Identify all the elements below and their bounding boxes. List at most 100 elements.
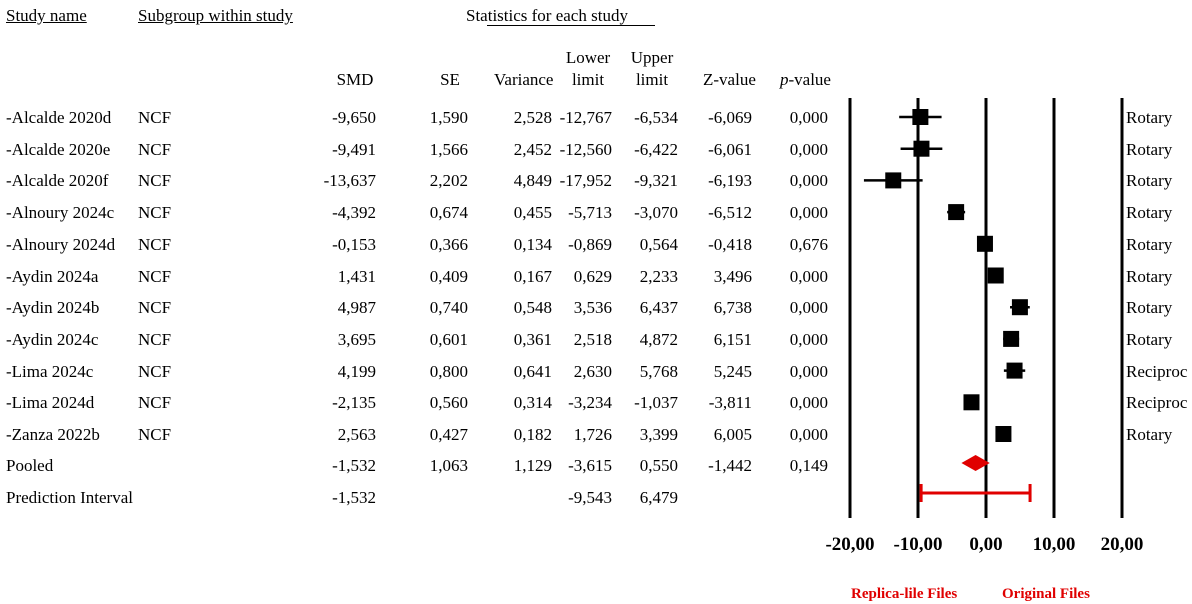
row-9-p: 0,000 [789, 361, 828, 381]
pvalue-header-p: p [780, 70, 789, 89]
statistics-underline [487, 25, 655, 26]
row-9-name: -Lima 2024c [6, 361, 94, 381]
row-5-group: Rotary [1126, 234, 1173, 254]
prediction-upper: 6,479 [639, 488, 678, 507]
row-2-z: -6,061 [708, 139, 752, 159]
row-11-name: -Zanza 2022b [6, 425, 100, 444]
row-9-variance: 0,641 [513, 361, 552, 381]
row-3-upper: -9,321 [634, 171, 678, 191]
effect-marker-4 [948, 204, 965, 221]
row-9-subgroup: NCF [138, 361, 172, 381]
row-10-z: -3,811 [708, 393, 752, 413]
pooled-p: 0,149 [789, 456, 828, 475]
row-4-se: 0,674 [429, 203, 468, 223]
row-8-smd: 3,695 [337, 329, 376, 349]
footer-right-label: Original Files [1002, 586, 1090, 602]
row-8-group: Rotary [1126, 329, 1173, 349]
pvalue-header: p-value [780, 70, 831, 90]
pvalue-header-suffix: -value [788, 70, 831, 89]
row-6-lower: 0,629 [573, 266, 612, 286]
effect-marker-2 [913, 140, 930, 157]
row-5-z: -0,418 [708, 234, 752, 254]
pooled-smd: -1,532 [332, 456, 376, 475]
effect-marker-10 [963, 394, 980, 411]
row-5-upper: 0,564 [639, 234, 678, 254]
row-3-se: 2,202 [429, 171, 468, 191]
row-7-subgroup: NCF [138, 298, 172, 318]
row-2-subgroup: NCF [138, 139, 172, 159]
row-11-smd: 2,563 [337, 425, 376, 444]
row-6-subgroup: NCF [138, 266, 172, 286]
row-10-smd: -2,135 [332, 393, 376, 413]
row-1-subgroup: NCF [138, 108, 172, 127]
row-10-name: -Lima 2024d [6, 393, 95, 413]
row-9-se: 0,800 [429, 361, 468, 381]
row-2-upper: -6,422 [634, 139, 678, 159]
x-tick-label-4: 10,00 [1033, 534, 1076, 555]
row-10-subgroup: NCF [138, 393, 172, 413]
row-7-name: -Aydin 2024b [6, 298, 100, 318]
pooled-upper: 0,550 [639, 456, 678, 475]
row-6-z: 3,496 [713, 266, 752, 286]
row-10-se: 0,560 [429, 393, 468, 413]
smd-header: SMD [336, 70, 374, 89]
row-8-variance: 0,361 [513, 329, 552, 349]
effect-marker-3 [885, 172, 902, 189]
row-1-group: Rotary [1126, 108, 1173, 127]
se-header: SE [440, 70, 460, 89]
row-5-smd: -0,153 [332, 234, 376, 254]
row-1-lower: -12,767 [559, 108, 612, 127]
row-1-upper: -6,534 [634, 108, 678, 127]
row-10-upper: -1,037 [634, 393, 678, 413]
row-2-variance: 2,452 [513, 139, 552, 159]
lower-header-1: Lower [565, 48, 611, 67]
row-10-p: 0,000 [789, 393, 828, 413]
variance-header: Variance [494, 70, 554, 89]
statistics-header: Statistics for each study [466, 6, 628, 25]
row-7-variance: 0,548 [513, 298, 552, 318]
row-1-z: -6,069 [708, 108, 752, 127]
row-6-variance: 0,167 [513, 266, 552, 286]
row-6-se: 0,409 [429, 266, 468, 286]
row-3-smd: -13,637 [323, 171, 376, 191]
row-2-p: 0,000 [789, 139, 828, 159]
row-3-lower: -17,952 [559, 171, 612, 191]
row-11-se: 0,427 [429, 425, 468, 444]
row-8-upper: 4,872 [639, 329, 678, 349]
study-name-header: Study name [6, 6, 87, 25]
row-4-upper: -3,070 [634, 203, 678, 223]
row-9-group: Reciproc [1126, 361, 1188, 381]
effect-marker-1 [912, 109, 929, 125]
row-6-group: Rotary [1126, 266, 1173, 286]
row-3-name: -Alcalde 2020f [6, 171, 109, 191]
row-7-smd: 4,987 [337, 298, 376, 318]
row-8-lower: 2,518 [573, 329, 612, 349]
prediction-lower: -9,543 [568, 488, 612, 507]
pooled-diamond [961, 455, 990, 471]
pooled-lower: -3,615 [568, 456, 612, 475]
pooled-variance: 1,129 [513, 456, 552, 475]
row-7-group: Rotary [1126, 298, 1173, 318]
pooled-se: 1,063 [429, 456, 468, 475]
x-tick-label-2: -10,00 [893, 534, 942, 555]
row-1-variance: 2,528 [513, 108, 552, 127]
row-3-p: 0,000 [789, 171, 828, 191]
row-3-group: Rotary [1126, 171, 1173, 191]
row-11-upper: 3,399 [639, 425, 678, 444]
lower-header-2: limit [571, 70, 605, 89]
row-2-se: 1,566 [429, 139, 468, 159]
row-2-name: -Alcalde 2020e [6, 139, 111, 159]
row-3-variance: 4,849 [513, 171, 552, 191]
effect-marker-11 [995, 426, 1012, 442]
row-3-subgroup: NCF [138, 171, 172, 191]
row-8-se: 0,601 [429, 329, 468, 349]
row-5-se: 0,366 [429, 234, 468, 254]
row-5-lower: -0,869 [568, 234, 612, 254]
row-1-name: -Alcalde 2020d [6, 108, 112, 127]
row-7-lower: 3,536 [573, 298, 612, 318]
row-4-name: -Alnoury 2024c [6, 203, 115, 223]
row-4-smd: -4,392 [332, 203, 376, 223]
row-6-name: -Aydin 2024a [6, 266, 99, 286]
row-5-p: 0,676 [789, 234, 828, 254]
